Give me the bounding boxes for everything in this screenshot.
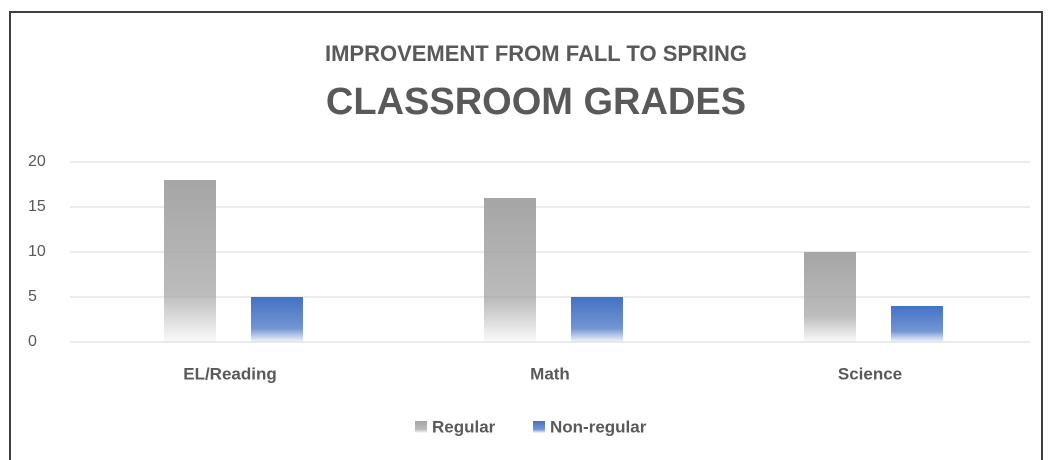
chart-subtitle: IMPROVEMENT FROM FALL TO SPRING	[325, 41, 747, 66]
legend-label: Regular	[432, 417, 496, 436]
y-tick-label: 0	[28, 333, 37, 350]
y-tick-label: 5	[28, 288, 37, 305]
x-tick-label: EL/Reading	[183, 364, 277, 383]
chart-frame	[9, 11, 1043, 460]
y-tick-label: 15	[28, 198, 46, 215]
bar	[571, 297, 623, 342]
x-tick-label: Math	[530, 364, 570, 383]
bar	[164, 180, 216, 342]
bar	[891, 306, 943, 342]
bar	[484, 198, 536, 342]
y-tick-label: 10	[28, 243, 46, 260]
bar	[804, 252, 856, 342]
chart-title: CLASSROOM GRADES	[326, 81, 746, 123]
x-tick-label: Science	[838, 364, 902, 383]
y-tick-label: 20	[28, 153, 46, 170]
legend-swatch	[533, 421, 545, 433]
legend-swatch	[415, 421, 427, 433]
legend-label: Non-regular	[550, 417, 647, 436]
bar	[251, 297, 303, 342]
